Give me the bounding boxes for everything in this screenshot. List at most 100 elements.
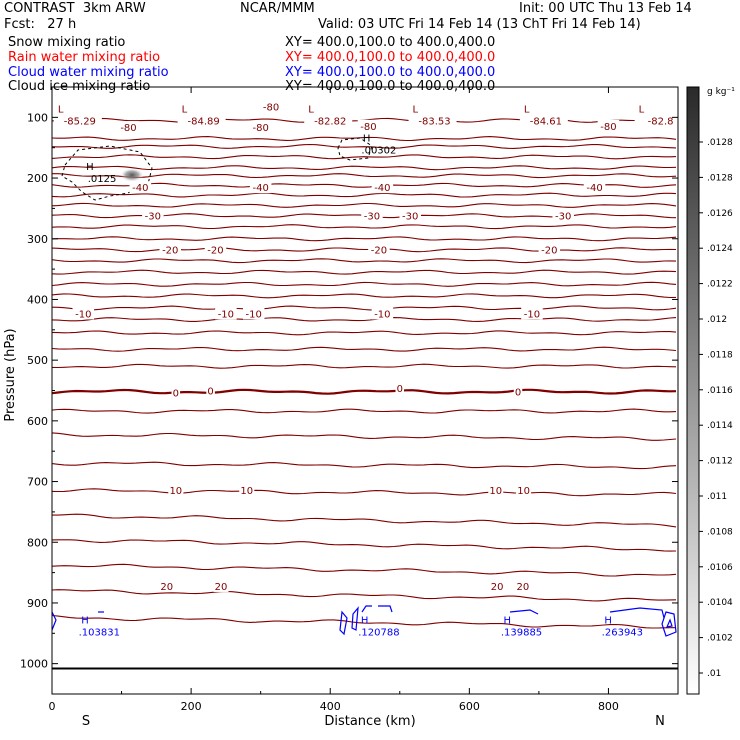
isotherm-label-halo: [260, 100, 282, 113]
isotherm-label: -20: [162, 246, 178, 257]
isotherm-line: [52, 136, 677, 142]
isotherm-label: -30: [145, 212, 161, 223]
colorbar-label: .011: [707, 492, 727, 502]
low-value-halo: [519, 114, 568, 127]
isotherm-label-halo: [171, 386, 181, 399]
isotherm-label-halo: [552, 209, 574, 222]
colorbar-label: .0112: [707, 457, 733, 467]
isotherm-label: -10: [374, 309, 390, 320]
isotherm-label-halo: [206, 384, 215, 397]
isotherm-label: 10: [517, 486, 530, 497]
low-value: -84.89: [188, 117, 220, 128]
isotherm-label: -80: [263, 102, 279, 113]
isotherm-label: -40: [586, 183, 602, 194]
low-marker: L: [413, 105, 419, 116]
snow-high-marker: H: [86, 162, 94, 173]
isotherm-label: -10: [246, 309, 262, 320]
colorbar-label: .0106: [707, 563, 733, 573]
isotherm-label-halo: [521, 307, 543, 320]
isotherm-label: 0: [207, 387, 213, 398]
low-value: -84.61: [530, 117, 562, 128]
isotherm-label: 10: [240, 486, 253, 497]
isotherm-label: 20: [215, 582, 228, 593]
snow-contour: [61, 145, 153, 201]
y-tick-label: 900: [27, 597, 48, 610]
isotherm-line: [52, 614, 676, 629]
x-tick-label: 600: [459, 700, 480, 713]
low-value-halo: [177, 114, 226, 127]
colorbar-label: .01: [707, 669, 721, 679]
colorbar-gradient: [686, 86, 700, 695]
isotherm-line: [52, 589, 677, 602]
isotherm-label-halo: [159, 243, 181, 256]
isotherm-label: 0: [515, 388, 521, 399]
isotherm-label: 0: [397, 384, 403, 395]
low-value-halo: [408, 114, 457, 127]
colorbar-label: .0104: [707, 598, 733, 608]
isotherm-label-halo: [538, 243, 561, 256]
field-name-rain: Rain water mixing ratio: [8, 50, 161, 65]
isotherm-line: [52, 388, 677, 395]
colorbar-label: .0122: [707, 280, 733, 290]
cloud-water-contour: [351, 606, 359, 631]
y-tick-label: 200: [27, 172, 48, 185]
isotherm-label: 10: [489, 486, 502, 497]
field-xy-snow: XY= 400.0,100.0 to 400.0,400.0: [285, 35, 496, 50]
init-time: Init: 00 UTC Thu 13 Feb 14: [519, 1, 692, 16]
isotherm-label: -10: [218, 309, 234, 320]
isotherm-label: -80: [600, 122, 616, 133]
cloud-water-contour: [52, 611, 57, 631]
isotherm-label-halo: [371, 181, 394, 194]
isotherm-line: [52, 317, 677, 322]
isotherm-label-halo: [239, 484, 255, 497]
low-marker: L: [639, 105, 645, 116]
isotherm-line: [52, 258, 677, 264]
isotherm-label: -80: [252, 123, 268, 134]
y-tick-label: 1000: [20, 658, 48, 671]
x-end-label-south: S: [82, 714, 90, 729]
isotherm-label-halo: [361, 209, 383, 222]
isotherm-label-halo: [488, 484, 504, 497]
cloud-water-high-value: .103831: [79, 627, 120, 638]
isotherm-line: [52, 236, 677, 242]
isotherm-label-halo: [213, 579, 229, 592]
isotherm-line: [52, 281, 677, 287]
colorbar-label: .012: [707, 315, 727, 325]
isotherm-line: [52, 192, 677, 198]
isotherm-label: -40: [374, 183, 390, 194]
isotherm-label-halo: [204, 243, 227, 256]
x-tick-label: 800: [598, 700, 619, 713]
isotherm-label: -30: [402, 212, 418, 223]
low-value: -82.8: [648, 117, 674, 128]
y-tick-label: 600: [27, 415, 48, 428]
x-tick-label: 0: [49, 700, 56, 713]
x-end-label-north: N: [655, 714, 665, 729]
isotherm-line: [52, 182, 677, 188]
isotherm-label: 10: [169, 486, 182, 497]
isotherm-label-halo: [357, 119, 380, 132]
isotherm-line: [52, 408, 677, 414]
isotherm-line: [52, 224, 677, 230]
isotherm-line: [52, 330, 677, 336]
isotherm-label-halo: [249, 121, 272, 134]
field-name-snow: Snow mixing ratio: [8, 35, 126, 50]
isotherm-label: -30: [364, 212, 380, 223]
cloud-water-high-marker: H: [81, 615, 89, 626]
isotherm-label: -40: [252, 183, 268, 194]
isotherm-label: -40: [132, 183, 148, 194]
isotherm-label: -30: [555, 212, 571, 223]
isotherm-line: [52, 563, 677, 577]
isotherm-line: [52, 269, 677, 275]
cloud-water-contour: [361, 605, 372, 613]
isotherm-line: [52, 165, 677, 171]
low-value: -83.53: [418, 117, 450, 128]
isotherm-label-halo: [249, 181, 272, 194]
low-value: -85.29: [64, 117, 96, 128]
isotherm-line: [52, 143, 677, 149]
y-tick-label: 800: [27, 536, 48, 549]
isotherm-label-halo: [371, 307, 394, 320]
colorbar-label: .0124: [707, 244, 733, 254]
colorbar-label: .0116: [707, 386, 733, 396]
isotherm-label-halo: [515, 579, 531, 592]
cloud-water-contour: [339, 610, 348, 636]
